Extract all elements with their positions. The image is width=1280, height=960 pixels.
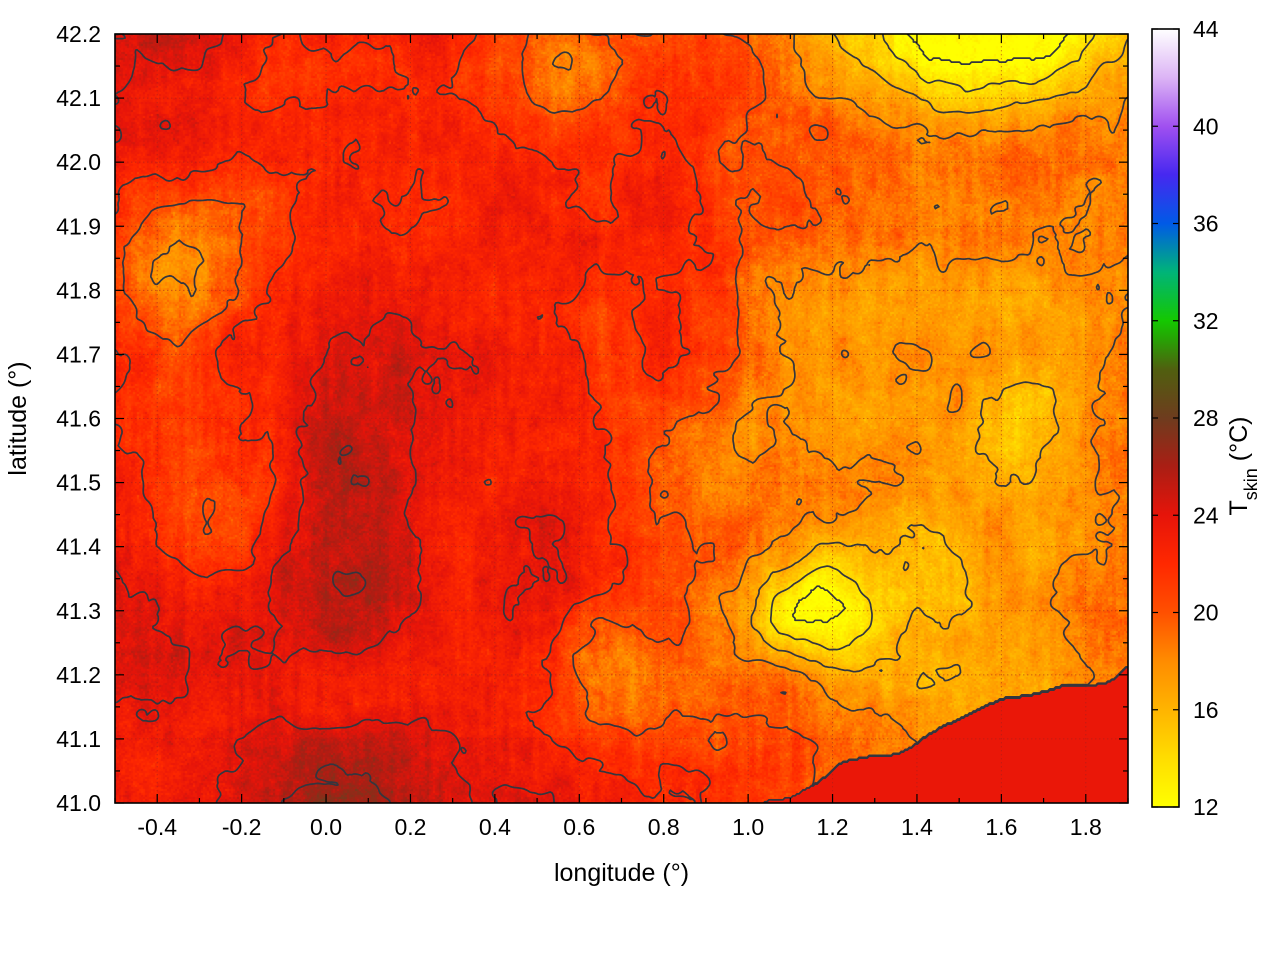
- svg-text:40: 40: [1193, 113, 1219, 139]
- svg-text:24: 24: [1193, 502, 1219, 528]
- svg-text:0.4: 0.4: [479, 814, 511, 840]
- svg-text:41.8: 41.8: [56, 277, 101, 303]
- svg-text:41.0: 41.0: [56, 790, 101, 816]
- svg-text:1.2: 1.2: [817, 814, 849, 840]
- svg-text:Tskin (°C): Tskin (°C): [1225, 417, 1261, 516]
- svg-text:1.6: 1.6: [985, 814, 1017, 840]
- svg-text:41.2: 41.2: [56, 662, 101, 688]
- svg-text:42.0: 42.0: [56, 149, 101, 175]
- svg-text:42.2: 42.2: [56, 21, 101, 47]
- svg-text:41.7: 41.7: [56, 341, 101, 367]
- svg-text:16: 16: [1193, 697, 1219, 723]
- svg-text:-0.4: -0.4: [137, 814, 177, 840]
- svg-text:12: 12: [1193, 794, 1219, 820]
- svg-text:42.1: 42.1: [56, 85, 101, 111]
- svg-text:41.1: 41.1: [56, 726, 101, 752]
- svg-text:latitude (°): latitude (°): [4, 361, 32, 475]
- svg-text:0.2: 0.2: [394, 814, 426, 840]
- svg-text:41.9: 41.9: [56, 213, 101, 239]
- svg-text:1.0: 1.0: [732, 814, 764, 840]
- svg-text:0.8: 0.8: [648, 814, 680, 840]
- svg-text:28: 28: [1193, 405, 1219, 431]
- svg-text:0.0: 0.0: [310, 814, 342, 840]
- svg-text:20: 20: [1193, 600, 1219, 626]
- svg-text:1.4: 1.4: [901, 814, 933, 840]
- svg-text:41.3: 41.3: [56, 598, 101, 624]
- svg-text:36: 36: [1193, 211, 1219, 237]
- svg-text:41.6: 41.6: [56, 406, 101, 432]
- svg-text:-0.2: -0.2: [222, 814, 262, 840]
- svg-text:41.5: 41.5: [56, 470, 101, 496]
- svg-text:longitude (°): longitude (°): [554, 859, 689, 887]
- svg-text:44: 44: [1193, 16, 1219, 42]
- svg-text:32: 32: [1193, 308, 1219, 334]
- svg-text:1.8: 1.8: [1070, 814, 1102, 840]
- svg-text:41.4: 41.4: [56, 534, 101, 560]
- svg-text:0.6: 0.6: [563, 814, 595, 840]
